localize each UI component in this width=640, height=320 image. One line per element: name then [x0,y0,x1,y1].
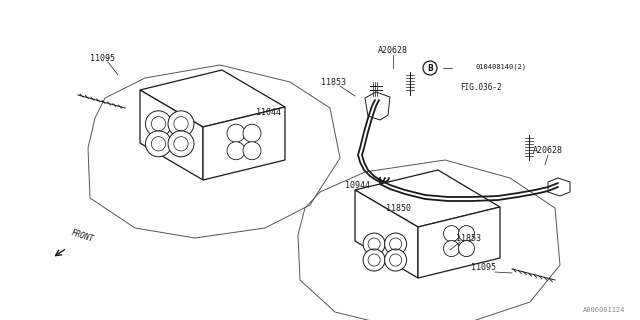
Text: FIG.036-2: FIG.036-2 [460,83,502,92]
Text: A20628: A20628 [533,146,563,155]
Circle shape [363,233,385,255]
Circle shape [444,226,460,242]
Circle shape [227,142,245,160]
Circle shape [168,131,194,157]
Polygon shape [140,70,285,127]
Text: 11853: 11853 [456,234,481,243]
Polygon shape [140,90,203,180]
Circle shape [168,111,194,137]
Text: A20628: A20628 [378,45,408,54]
Circle shape [363,249,385,271]
Circle shape [243,142,261,160]
Circle shape [145,131,172,157]
Circle shape [145,111,172,137]
Text: A006001124: A006001124 [582,307,625,313]
Circle shape [385,249,406,271]
Text: 11095: 11095 [470,262,495,271]
Circle shape [458,226,474,242]
Circle shape [423,61,437,75]
Text: 010408140(2): 010408140(2) [475,64,526,70]
Circle shape [243,124,261,142]
Text: 11095: 11095 [90,53,115,62]
Polygon shape [355,170,500,227]
Polygon shape [355,190,418,278]
Text: 11850: 11850 [385,204,410,212]
Polygon shape [418,207,500,278]
Circle shape [227,124,245,142]
Text: 10944: 10944 [344,180,369,189]
Circle shape [458,241,474,257]
Text: B: B [427,63,433,73]
Text: 11853: 11853 [321,77,346,86]
Text: 11044: 11044 [255,108,280,116]
Polygon shape [203,107,285,180]
Circle shape [444,241,460,257]
Text: FRONT: FRONT [70,228,95,244]
Circle shape [385,233,406,255]
